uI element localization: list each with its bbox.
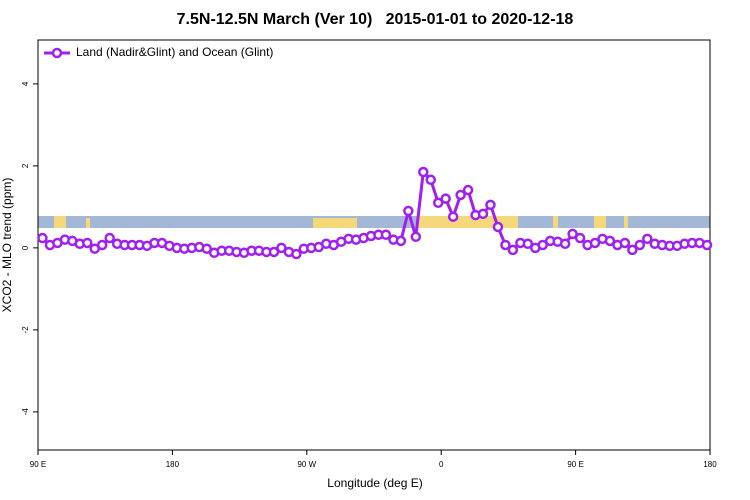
data-point bbox=[268, 246, 280, 258]
x-axis-label: Longitude (deg E) bbox=[327, 476, 422, 490]
data-point bbox=[104, 232, 115, 244]
land-patch bbox=[624, 216, 628, 228]
land-patch bbox=[594, 216, 606, 228]
data-point bbox=[627, 244, 638, 256]
data-point bbox=[37, 232, 48, 244]
y-tick-label: -2 bbox=[21, 326, 30, 334]
data-point bbox=[567, 228, 578, 240]
x-tick-label: 180 bbox=[166, 460, 180, 469]
data-point bbox=[418, 166, 429, 178]
data-point bbox=[403, 205, 414, 217]
data-point bbox=[634, 239, 646, 251]
y-tick-label: 4 bbox=[21, 81, 30, 86]
data-point bbox=[507, 244, 519, 256]
y-tick-label: 0 bbox=[21, 245, 30, 250]
land-ocean-band bbox=[38, 216, 710, 228]
data-point bbox=[492, 221, 504, 233]
ocean-band bbox=[38, 216, 710, 228]
x-tick-label: 90 W bbox=[297, 460, 316, 469]
land-patch bbox=[418, 216, 518, 228]
y-axis-label: XCO2 - MLO trend (ppm) bbox=[0, 178, 14, 313]
data-point bbox=[522, 238, 534, 250]
data-point bbox=[410, 231, 422, 243]
x-tick-label: 90 E bbox=[567, 460, 583, 469]
data-point bbox=[559, 238, 571, 250]
data-point bbox=[455, 189, 466, 201]
data-point bbox=[477, 208, 489, 220]
data-point bbox=[96, 239, 108, 251]
y-tick-label: -4 bbox=[21, 408, 30, 416]
x-tick-label: 180 bbox=[703, 460, 717, 469]
data-point bbox=[701, 239, 713, 251]
data-point bbox=[589, 237, 601, 249]
data-point bbox=[447, 211, 459, 222]
data-point bbox=[380, 229, 392, 240]
land-patch bbox=[54, 216, 66, 228]
data-point bbox=[574, 232, 586, 244]
data-point bbox=[395, 235, 407, 247]
data-point bbox=[604, 235, 616, 247]
data-point bbox=[440, 193, 451, 204]
data-point bbox=[537, 239, 548, 251]
data-point bbox=[485, 199, 496, 211]
y-tick-label: 2 bbox=[21, 163, 30, 168]
data-point bbox=[201, 243, 212, 254]
land-patch bbox=[313, 218, 357, 228]
data-point bbox=[500, 239, 511, 251]
data-point bbox=[642, 233, 653, 245]
land-patch bbox=[553, 216, 558, 228]
data-point bbox=[619, 237, 631, 249]
legend-marker bbox=[51, 47, 63, 59]
data-point bbox=[432, 197, 444, 209]
chart-title: 7.5N-12.5N March (Ver 10) 2015-01-01 to … bbox=[177, 11, 574, 28]
data-point bbox=[82, 237, 93, 249]
data-point bbox=[462, 184, 474, 196]
x-tick-label: 90 E bbox=[30, 460, 46, 469]
land-patch bbox=[86, 218, 90, 228]
data-point bbox=[425, 174, 436, 186]
x-tick-label: 0 bbox=[439, 460, 444, 469]
legend-label: Land (Nadir&Glint) and Ocean (Glint) bbox=[76, 45, 273, 59]
data-point bbox=[291, 248, 302, 260]
data-point bbox=[276, 242, 287, 254]
